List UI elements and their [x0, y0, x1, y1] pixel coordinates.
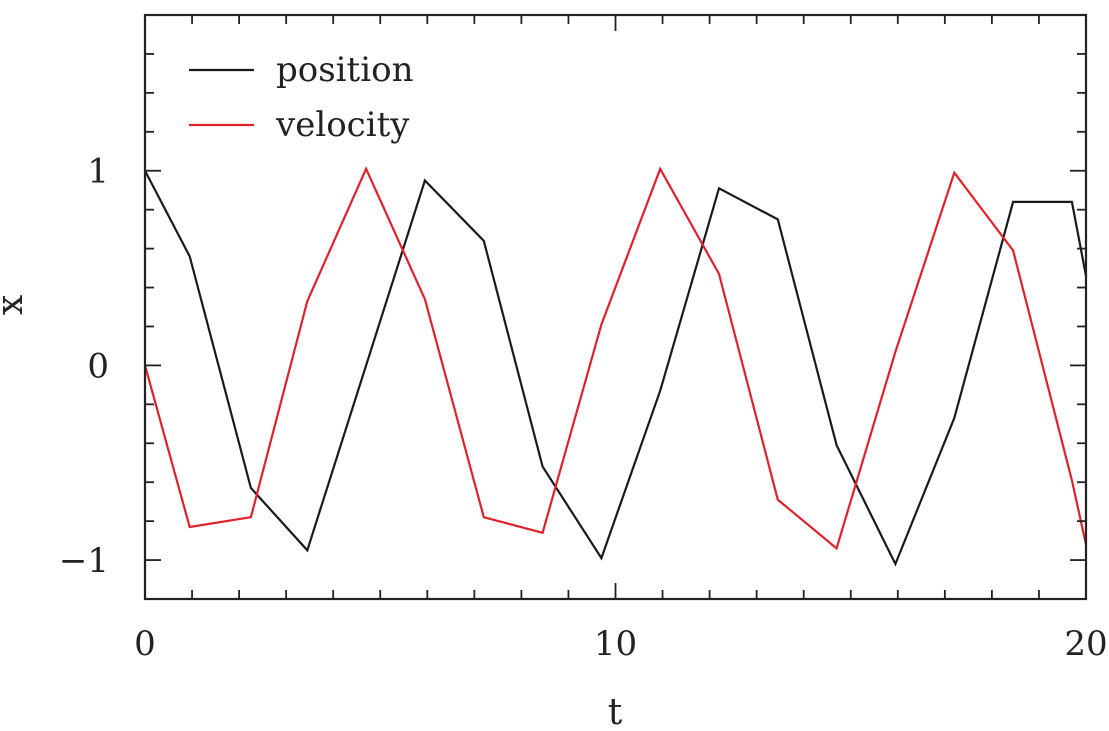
legend-label-position: position — [276, 50, 413, 90]
y-tick-label: 0 — [87, 346, 109, 386]
x-tick-label: 20 — [1064, 624, 1107, 664]
tick-layer — [144, 14, 1087, 600]
legend-label-velocity: velocity — [275, 105, 410, 145]
series-line-position — [145, 170, 1086, 567]
y-tick-label: −1 — [59, 541, 109, 581]
x-tick-label: 0 — [134, 624, 156, 664]
series-line-velocity — [145, 166, 1086, 551]
legend: position velocity — [189, 50, 413, 145]
series-layer — [145, 166, 1086, 567]
y-tick-label: 1 — [87, 152, 109, 192]
x-tick-label: 10 — [594, 624, 637, 664]
plot-frame — [143, 13, 1088, 601]
label-layer: 0 10 20 −1 0 1 — [59, 152, 1108, 664]
x-axis-label: t — [608, 692, 623, 731]
y-axis-label: x — [0, 295, 31, 315]
